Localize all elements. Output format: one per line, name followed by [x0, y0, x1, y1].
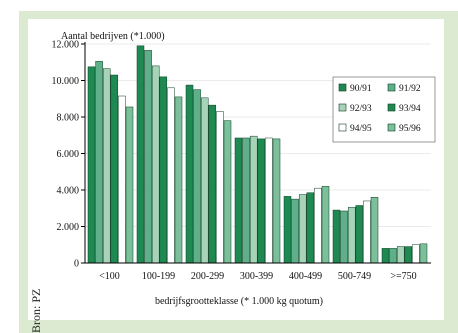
y-tick-label: 4.000 [57, 186, 80, 197]
bar-90-91-2 [185, 84, 194, 264]
legend-label: 94/95 [350, 124, 372, 134]
bar-94-95-3 [265, 137, 273, 264]
legend-label: 93/94 [399, 104, 421, 114]
bar-91-92-1 [144, 50, 152, 264]
x-tick-label: 300-399 [240, 271, 273, 282]
bar-93-94-3 [257, 138, 266, 264]
bar-95-96-1 [174, 96, 183, 264]
legend-swatch [387, 83, 396, 92]
bar-90-91-6 [381, 248, 390, 264]
bar-91-92-6 [389, 248, 397, 264]
bar-94-95-2 [216, 111, 224, 264]
bar-93-94-2 [208, 104, 217, 264]
bar-93-94-1 [159, 76, 168, 264]
bar-94-95-6 [412, 244, 420, 264]
bar-91-92-2 [193, 89, 201, 264]
bar-92-93-5 [347, 207, 356, 264]
legend-swatch [338, 103, 347, 112]
bar-95-96-2 [223, 120, 232, 264]
bar-chart: 0 2.000 4.000 6.000 8.000 10.000 12.000 <100 100… [28, 19, 444, 320]
x-tick-label: 100-199 [142, 271, 175, 282]
x-tick-label: <100 [99, 271, 120, 282]
bar-95-96-3 [272, 138, 281, 264]
bar-95-96-6 [419, 243, 428, 264]
bar-95-96-4 [321, 186, 330, 264]
bar-94-95-0 [118, 95, 126, 264]
bar-94-95-4 [314, 187, 322, 264]
bar-94-95-1 [167, 87, 175, 264]
y-tick-label: 6.000 [57, 149, 80, 160]
y-tick-label: 2.000 [57, 222, 80, 233]
bar-95-96-0 [125, 106, 134, 264]
bar-90-91-1 [136, 45, 145, 264]
bar-90-91-4 [283, 196, 292, 264]
y-tick-label: 8.000 [57, 113, 80, 124]
legend-swatch [387, 123, 396, 132]
legend: 90/91 91/92 92/93 93/94 94/95 95/96 [332, 76, 436, 143]
bar-94-95-5 [363, 200, 371, 264]
legend-label: 92/93 [350, 104, 372, 114]
legend-label: 90/91 [350, 84, 372, 94]
bar-91-92-0 [95, 61, 103, 264]
bar-95-96-5 [370, 197, 379, 264]
legend-swatch [387, 103, 396, 112]
x-tick-label: 400-499 [289, 271, 322, 282]
bar-92-93-3 [249, 135, 258, 264]
bar-90-91-5 [332, 209, 341, 264]
bar-90-91-0 [87, 66, 96, 264]
chart-title: Aantal bedrijven (*1.000) [61, 31, 165, 42]
bar-93-94-0 [110, 74, 119, 264]
chart-panel: 0 2.000 4.000 6.000 8.000 10.000 12.000 <100 100… [19, 11, 458, 333]
legend-swatch [338, 123, 347, 132]
legend-swatch [338, 83, 347, 92]
x-tick-label: 500-749 [338, 271, 371, 282]
bar-90-91-3 [234, 137, 243, 264]
bar-91-92-5 [340, 210, 348, 264]
bar-93-94-4 [306, 192, 315, 264]
bar-93-94-5 [355, 205, 364, 264]
bar-92-93-1 [151, 65, 160, 264]
x-axis-title: bedrijfsgrootteklasse (* 1.000 kg quotum… [155, 296, 323, 307]
x-tick-label: 200-299 [191, 271, 224, 282]
bar-91-92-4 [291, 198, 299, 264]
bar-92-93-4 [298, 194, 307, 264]
y-tick-label: 0 [74, 259, 79, 270]
y-tick-label: 10.000 [52, 76, 80, 87]
legend-box [332, 76, 436, 143]
legend-label: 91/92 [399, 84, 421, 94]
source-credit: Bron: PZ [29, 288, 43, 333]
x-tick-label: >=750 [390, 271, 416, 282]
bar-92-93-6 [396, 246, 405, 264]
legend-label: 95/96 [399, 124, 421, 134]
bar-92-93-2 [200, 97, 209, 264]
bar-92-93-0 [102, 68, 111, 264]
y-tick-label: 12.000 [52, 40, 80, 51]
bar-93-94-6 [404, 246, 413, 264]
bar-91-92-3 [242, 137, 250, 264]
